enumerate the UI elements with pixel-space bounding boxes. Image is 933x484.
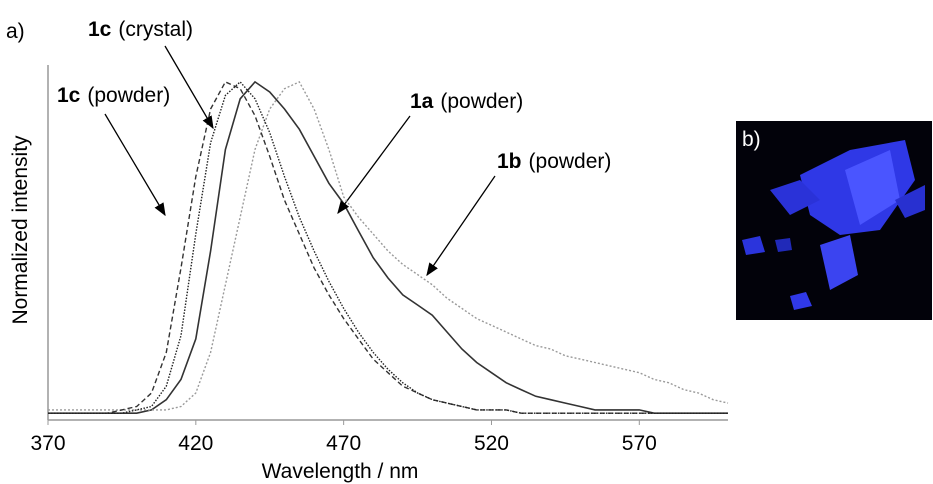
series-label-bold: 1b — [497, 150, 522, 173]
panel-label: a) — [6, 20, 25, 43]
x-tick-label: 520 — [474, 432, 509, 455]
photo — [736, 121, 932, 320]
annotation-arrow — [164, 45, 214, 130]
x-axis-title: Wavelength / nm — [262, 460, 419, 483]
series-label-text: (powder) — [440, 90, 523, 113]
series-line — [48, 80, 729, 411]
series-label: 1b (powder) — [497, 150, 611, 173]
x-tick-label: 420 — [178, 432, 213, 455]
series-label: 1a (powder) — [410, 90, 523, 113]
series-label-text: (powder) — [529, 150, 612, 173]
series-line — [48, 80, 728, 414]
series-line — [48, 80, 728, 414]
annotation-arrow — [426, 175, 496, 277]
series-label-bold: 1a — [410, 90, 434, 113]
series-label-text: (crystal) — [118, 18, 193, 41]
series-label-text: (powder) — [87, 84, 170, 107]
series-line — [48, 80, 728, 414]
annotation-arrow — [337, 115, 411, 215]
y-axis-title: Normalized intensity — [9, 135, 32, 325]
series-label: 1c (crystal) — [88, 18, 193, 41]
series-label: 1c (powder) — [57, 84, 170, 107]
series-label-bold: 1c — [57, 84, 81, 107]
x-tick-label: 470 — [326, 432, 361, 455]
panel-label: b) — [742, 128, 761, 151]
x-tick-label: 570 — [622, 432, 657, 455]
x-tick-label: 370 — [30, 432, 65, 455]
series-label-bold: 1c — [88, 18, 112, 41]
annotation-arrow — [104, 113, 166, 217]
